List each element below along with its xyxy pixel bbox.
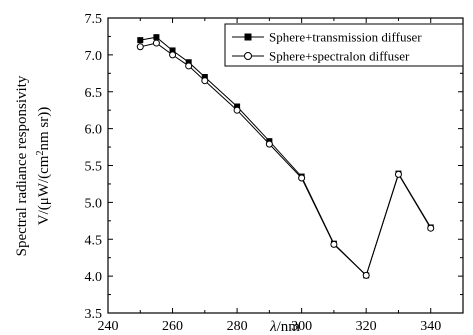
x-tick-label: 240	[98, 319, 119, 334]
data-point-spectralon	[265, 140, 273, 148]
legend-box	[224, 23, 464, 67]
data-point-spectralon	[394, 170, 402, 178]
y-tick-label: 4.5	[85, 233, 103, 248]
data-point-spectralon	[330, 240, 338, 248]
legend-marker-circle	[244, 52, 252, 60]
series-layer	[136, 34, 435, 279]
legend-item-transmission: Sphere+transmission diffuser	[232, 30, 422, 45]
data-point-transmission	[137, 37, 144, 44]
y-tick-label: 7.0	[85, 49, 103, 64]
data-point-transmission	[169, 47, 176, 54]
legend: Sphere+transmission diffuser Sphere+spec…	[224, 23, 464, 67]
y-axis-ticks: 3.5 4.0 4.5 5.0 5.5 6.0 6.5 7.0 7.5	[85, 12, 463, 322]
x-tick-label: 260	[162, 319, 183, 334]
x-axis-label: λ/nm	[269, 319, 300, 335]
y-axis-unit-part1: V/(μW/(cm	[36, 155, 52, 225]
data-point-transmission	[201, 74, 208, 80]
data-point-spectralon	[201, 77, 209, 85]
data-point-spectralon	[298, 174, 306, 182]
y-tick-label: 6.0	[85, 123, 103, 138]
x-axis-ticks: 240 260 280 300 320 340	[98, 18, 441, 334]
y-axis-label-line2: V/(μW/(cm2nm sr))	[35, 107, 53, 225]
y-axis-unit-part2: nm sr))	[36, 107, 52, 151]
data-point-spectralon	[152, 39, 160, 47]
y-tick-label: 6.5	[85, 86, 103, 101]
data-point-transmission	[153, 34, 160, 41]
y-tick-label: 4.0	[85, 270, 103, 285]
data-point-spectralon	[136, 43, 144, 51]
y-tick-label: 5.0	[85, 196, 103, 211]
legend-item-spectralon: Sphere+spectralon diffuser	[232, 49, 410, 64]
legend-label-spectralon: Sphere+spectralon diffuser	[269, 49, 410, 64]
x-tick-label: 300	[291, 319, 312, 334]
legend-marker-square	[244, 33, 252, 41]
data-point-transmission	[234, 103, 241, 110]
data-point-transmission	[185, 59, 192, 66]
y-axis-label: Spectral radiance responsivity V/(μW/(cm…	[14, 75, 52, 256]
data-point-spectralon	[169, 51, 177, 59]
series-line-0	[140, 36, 432, 277]
x-tick-label: 340	[420, 319, 441, 334]
y-axis-unit-superscript: 2	[35, 151, 46, 156]
y-tick-label: 7.5	[85, 12, 103, 27]
x-axis-label-unit: /nm	[277, 319, 301, 335]
y-tick-label: 3.5	[85, 307, 103, 322]
data-point-spectralon	[362, 271, 370, 279]
data-point-spectralon	[233, 106, 241, 114]
data-point-spectralon	[185, 62, 193, 70]
x-axis-label-symbol: λ	[269, 319, 277, 335]
y-tick-label: 5.5	[85, 160, 103, 175]
x-tick-label: 320	[356, 319, 377, 334]
x-tick-label: 280	[227, 319, 248, 334]
y-axis-label-line1: Spectral radiance responsivity	[14, 75, 30, 256]
legend-label-transmission: Sphere+transmission diffuser	[269, 30, 422, 45]
data-point-spectralon	[427, 224, 435, 232]
